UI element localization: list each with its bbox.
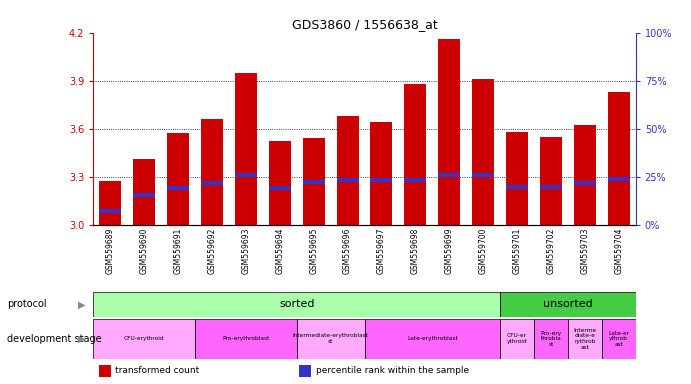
Text: GSM559696: GSM559696	[343, 228, 352, 274]
Text: Pro-erythroblast: Pro-erythroblast	[223, 336, 269, 341]
Text: GSM559702: GSM559702	[547, 228, 556, 274]
Bar	[167, 186, 189, 190]
Text: GSM559698: GSM559698	[411, 228, 420, 274]
Bar	[500, 319, 534, 359]
Bar	[235, 73, 257, 225]
Text: CFU-er
ythroid: CFU-er ythroid	[507, 333, 527, 344]
Bar	[608, 177, 630, 180]
Text: GSM559700: GSM559700	[479, 228, 488, 274]
Bar	[568, 319, 602, 359]
Bar	[540, 185, 562, 189]
Text: GSM559694: GSM559694	[275, 228, 284, 274]
Bar	[365, 319, 500, 359]
Text: GSM559693: GSM559693	[241, 228, 250, 274]
Bar	[337, 178, 359, 182]
Bar	[99, 366, 111, 376]
Text: GSM559701: GSM559701	[513, 228, 522, 274]
Bar	[500, 292, 636, 317]
Bar	[574, 126, 596, 225]
Text: transformed count: transformed count	[115, 366, 199, 376]
Text: GSM559695: GSM559695	[309, 228, 318, 274]
Bar	[93, 319, 195, 359]
Bar	[93, 292, 500, 317]
Bar	[540, 137, 562, 225]
Text: GSM559691: GSM559691	[173, 228, 182, 274]
Bar	[167, 134, 189, 225]
Bar	[506, 185, 528, 189]
Text: Interme
diate-e
rythrob
ast: Interme diate-e rythrob ast	[574, 328, 596, 350]
Text: Late-erythroblast: Late-erythroblast	[407, 336, 457, 341]
Bar	[534, 319, 568, 359]
Bar	[472, 79, 494, 225]
Bar	[370, 178, 392, 182]
Bar	[404, 178, 426, 182]
Bar	[608, 92, 630, 225]
Bar	[100, 209, 121, 213]
Text: development stage: development stage	[7, 334, 102, 344]
Bar	[133, 193, 155, 197]
Bar	[438, 174, 460, 177]
Bar	[370, 122, 392, 225]
Bar	[201, 119, 223, 225]
Bar	[303, 138, 325, 225]
Bar	[100, 182, 121, 225]
Bar	[404, 84, 426, 225]
Bar	[201, 182, 223, 185]
Text: CFU-erythroid: CFU-erythroid	[124, 336, 164, 341]
Bar	[133, 159, 155, 225]
Text: GSM559703: GSM559703	[580, 228, 589, 274]
Bar	[269, 141, 291, 225]
Text: GSM559699: GSM559699	[445, 228, 454, 274]
Text: ▶: ▶	[78, 299, 85, 310]
Text: GSM559690: GSM559690	[140, 228, 149, 274]
Bar	[269, 186, 291, 190]
Bar	[438, 39, 460, 225]
Text: GSM559692: GSM559692	[207, 228, 216, 274]
Bar	[235, 174, 257, 177]
Text: GSM559697: GSM559697	[377, 228, 386, 274]
Bar	[602, 319, 636, 359]
Text: Intermediate-erythroblast
st: Intermediate-erythroblast st	[292, 333, 368, 344]
Bar	[296, 319, 365, 359]
Text: GSM559704: GSM559704	[614, 228, 623, 274]
Bar	[195, 319, 296, 359]
Bar	[303, 180, 325, 184]
Text: unsorted: unsorted	[543, 299, 593, 310]
Text: Late-er
ythrob
ast: Late-er ythrob ast	[608, 331, 630, 347]
Bar	[574, 182, 596, 185]
Bar	[299, 366, 312, 376]
Text: Pro-ery
throbla
st: Pro-ery throbla st	[540, 331, 562, 347]
Bar	[472, 174, 494, 177]
Text: percentile rank within the sample: percentile rank within the sample	[316, 366, 468, 376]
Bar	[506, 132, 528, 225]
Text: sorted: sorted	[279, 299, 314, 310]
Text: protocol: protocol	[7, 299, 46, 310]
Text: ▶: ▶	[78, 334, 85, 344]
Bar	[337, 116, 359, 225]
Text: GSM559689: GSM559689	[106, 228, 115, 274]
Title: GDS3860 / 1556638_at: GDS3860 / 1556638_at	[292, 18, 437, 31]
